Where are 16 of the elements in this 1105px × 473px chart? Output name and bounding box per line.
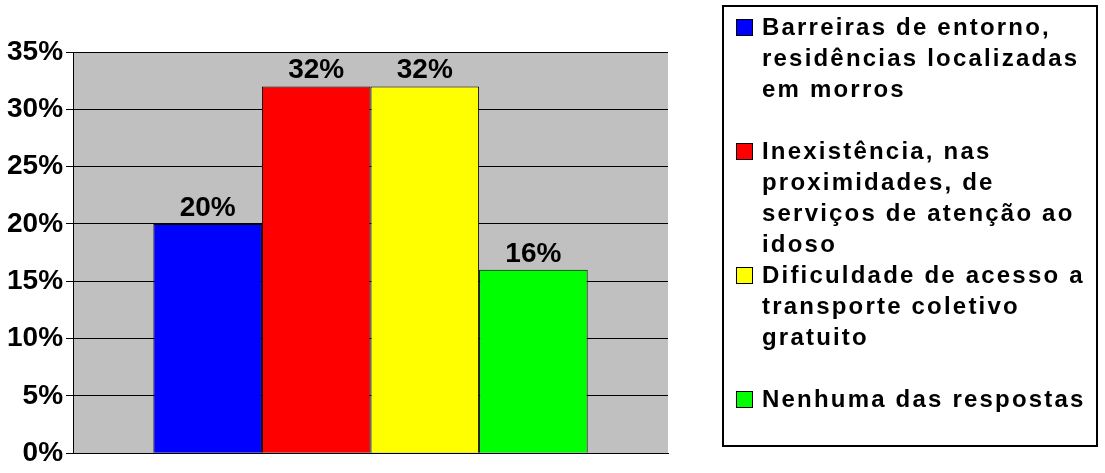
data-label: 32% xyxy=(396,53,453,85)
data-label: 20% xyxy=(179,190,236,222)
y-tick-label: 5% xyxy=(22,378,64,410)
y-tick-label: 10% xyxy=(6,321,64,353)
legend-label: Nenhuma das respostas xyxy=(762,384,1087,414)
y-tick-label: 20% xyxy=(6,206,64,238)
y-tick-label: 25% xyxy=(6,149,64,181)
data-label: 16% xyxy=(505,236,562,268)
data-label: 32% xyxy=(288,53,345,85)
y-tick-label: 30% xyxy=(6,92,64,124)
legend-label: Barreiras de entorno, residências localizadas em morros xyxy=(762,12,1081,104)
y-tick-label: 35% xyxy=(6,34,64,66)
legend-label: Inexistência, nas proximidades, de serviços de atenção ao idoso xyxy=(762,136,1076,259)
y-tick-label: 0% xyxy=(22,435,64,467)
legend-label: Dificuldade de acesso a transporte coletivo gratuito xyxy=(762,260,1086,352)
y-tick-label: 15% xyxy=(6,263,64,295)
